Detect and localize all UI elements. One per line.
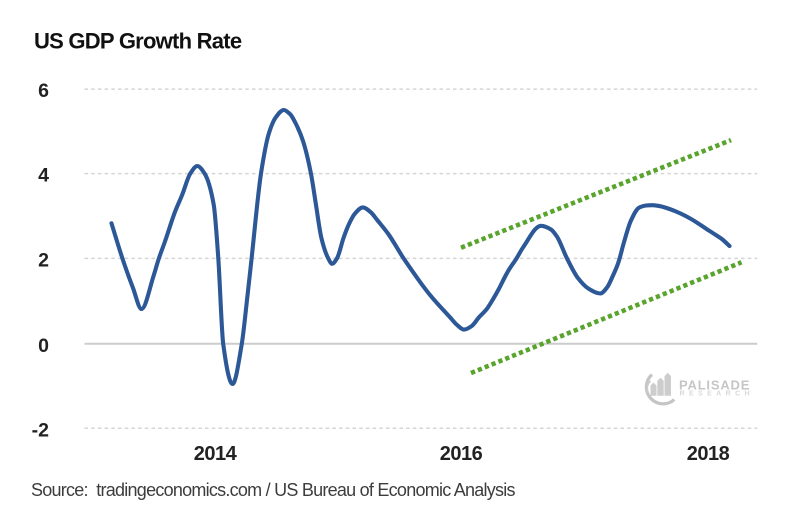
svg-text:2018: 2018	[687, 443, 730, 465]
svg-text:-2: -2	[32, 419, 49, 441]
svg-text:2016: 2016	[440, 443, 483, 465]
svg-text:4: 4	[38, 165, 49, 187]
svg-text:Source: tradingeconomics.com: Source: tradingeconomics.com / US Bureau…	[31, 480, 515, 500]
svg-text:RESEARCH: RESEARCH	[680, 390, 754, 397]
svg-text:0: 0	[38, 335, 49, 357]
svg-text:2: 2	[38, 250, 49, 272]
svg-text:PALISADE: PALISADE	[679, 377, 750, 392]
svg-text:6: 6	[38, 80, 49, 102]
svg-text:US GDP Growth Rate: US GDP Growth Rate	[34, 29, 242, 54]
svg-text:2014: 2014	[194, 443, 238, 465]
